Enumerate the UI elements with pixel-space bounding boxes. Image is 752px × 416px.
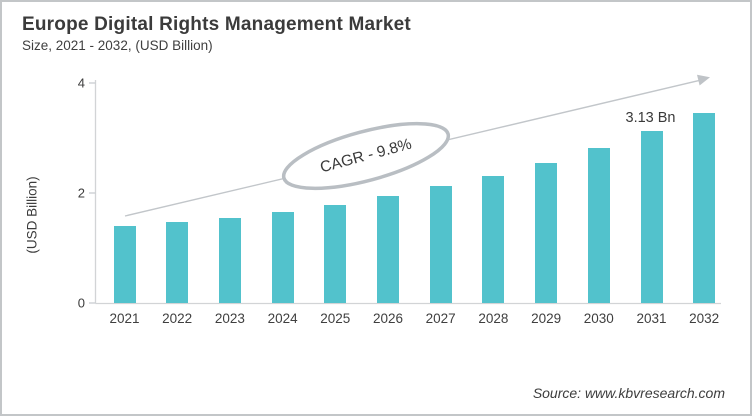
- source-text: Source: www.kbvresearch.com: [532, 385, 725, 401]
- y-axis-ticks: [89, 82, 96, 304]
- x-tick-label-2022: 2022: [162, 311, 193, 326]
- bar-2023: [218, 217, 241, 303]
- bar-2025: [324, 205, 347, 303]
- y-tick-label-2: 2: [77, 185, 85, 201]
- x-tick-label-2026: 2026: [372, 311, 404, 326]
- x-tick-label-2021: 2021: [109, 311, 140, 326]
- trend-arrow-head-icon: [697, 74, 710, 86]
- bar-2030: [587, 147, 610, 303]
- x-tick-label-2028: 2028: [478, 311, 509, 326]
- x-tick-label-2030: 2030: [583, 311, 614, 326]
- bar-2028: [482, 175, 505, 303]
- bar-2026: [377, 196, 399, 303]
- x-tick-label-2025: 2025: [320, 311, 351, 326]
- x-tick-label-2024: 2024: [267, 311, 298, 326]
- cagr-ellipse: [281, 121, 451, 191]
- x-tick-label-2032: 2032: [689, 311, 720, 326]
- bar-2027: [429, 186, 452, 303]
- bar-2022: [166, 222, 189, 303]
- y-tick-label-0: 0: [77, 295, 85, 311]
- x-tick-label-2027: 2027: [425, 311, 456, 326]
- bar-2024: [271, 212, 294, 303]
- bar-2021: [113, 226, 136, 303]
- bar-2032: [693, 113, 716, 303]
- bar-2031: [640, 130, 663, 303]
- data-label-3-13-bn: 3.13 Bn: [625, 109, 676, 126]
- x-tick-label-2029: 2029: [531, 311, 562, 326]
- chart-subtitle: Size, 2021 - 2032, (USD Billion): [22, 38, 213, 53]
- bar-2029: [535, 162, 558, 303]
- x-tick-label-2031: 2031: [636, 311, 667, 326]
- chart-title: Europe Digital Rights Management Market: [22, 14, 411, 35]
- y-tick-label-4: 4: [77, 75, 85, 91]
- x-tick-label-2023: 2023: [214, 311, 245, 326]
